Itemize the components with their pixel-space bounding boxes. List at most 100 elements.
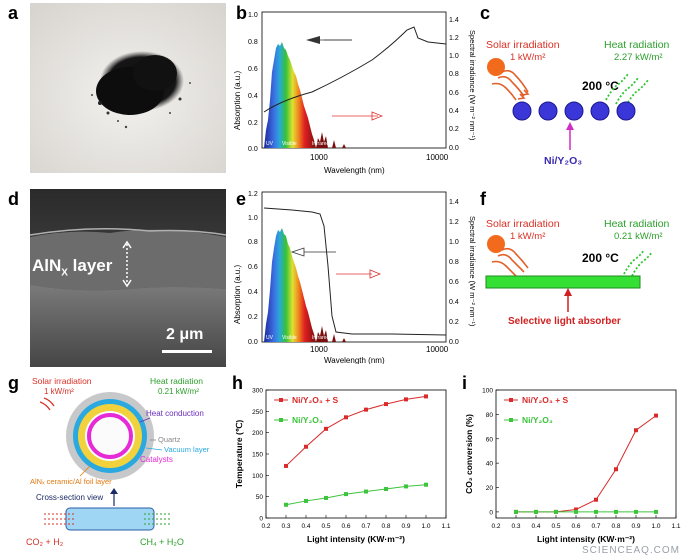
c-catalyst-label: Ni/Y₂O₃ — [544, 155, 582, 167]
legend-label-1: Ni/Y₂O₃ — [292, 415, 323, 425]
y-tick-label: 40 — [486, 461, 494, 468]
c-temperature: 200 °C — [582, 79, 619, 93]
series-line-0 — [285, 395, 427, 467]
watermark: SCIENCEAQ.COM — [581, 545, 680, 556]
data-point-1 — [304, 498, 308, 503]
f-heat-value: 0.21 kW/m² — [614, 231, 663, 242]
x-tick-label: 0.4 — [531, 523, 540, 530]
svg-text:1.2: 1.2 — [248, 191, 258, 198]
legend-marker-1 — [279, 418, 283, 422]
y-tick-label: 0 — [259, 516, 263, 523]
svg-text:0.6: 0.6 — [248, 264, 258, 271]
x-axis-label: Light intensity (KW·m⁻²) — [537, 534, 635, 544]
data-point-1 — [364, 489, 368, 494]
data-point-1 — [554, 509, 558, 514]
x-tick-label: 0.6 — [571, 523, 580, 530]
data-point-0 — [654, 413, 658, 418]
g-solar-label: Solar irradiation — [32, 376, 92, 386]
c-heat-label: Heat radiation — [604, 39, 670, 51]
band-uv-b: UV — [266, 141, 274, 147]
g-aln-layer-label: AlNₓ ceramic/Al foil layer — [30, 477, 112, 486]
x-tick-label: 0.5 — [551, 523, 560, 530]
data-point-1 — [574, 509, 578, 514]
f-solar-label: Solar irradiation — [486, 218, 560, 230]
svg-text:0.2: 0.2 — [449, 319, 459, 326]
data-point-1 — [404, 484, 408, 489]
svg-text:1.2: 1.2 — [449, 219, 459, 226]
g-tube-cross-section — [66, 392, 154, 480]
data-point-0 — [634, 428, 638, 433]
data-point-1 — [384, 486, 388, 491]
panel-b-chart: UV Visible Infrared 1000 10000 Wavelengt… — [233, 11, 477, 175]
c-solar-label: Solar irradiation — [486, 39, 560, 51]
panel-label-g: g — [8, 373, 19, 393]
x-tick-label: 0.3 — [281, 523, 290, 530]
g-vacuum-label: Vacuum layer — [164, 445, 210, 454]
f-absorber-bar — [485, 275, 641, 289]
x-tick-label: 0.7 — [361, 523, 370, 530]
g-inlet-arrows — [44, 513, 76, 525]
panel-label-f: f — [480, 189, 486, 209]
x-tick-label: 1.1 — [441, 523, 450, 530]
svg-text:1.0: 1.0 — [449, 53, 459, 60]
g-tube-side-view — [65, 507, 155, 531]
panel-g-diagram: Solar irradiation 1 kW/m² Heat radiation… — [26, 376, 210, 547]
g-quartz-label: Quartz — [158, 435, 181, 444]
plot-frame — [265, 389, 447, 519]
x-tick-label: 0.3 — [511, 523, 520, 530]
y-axis-label: Temperature (℃) — [234, 420, 244, 489]
x-tick-label: 0.9 — [401, 523, 410, 530]
y-tick-label: 300 — [252, 388, 263, 395]
x-tick-label: 0.4 — [301, 523, 310, 530]
data-point-1 — [284, 502, 288, 507]
g-heat-conduction: Heat conduction — [146, 409, 204, 418]
ylabel-left-b: Absorption (a.u.) — [233, 71, 242, 130]
svg-text:0.6: 0.6 — [449, 279, 459, 286]
svg-text:1.0: 1.0 — [449, 239, 459, 246]
sem-image — [30, 189, 226, 367]
c-heat-value: 2.27 kW/m² — [614, 52, 663, 63]
data-point-0 — [404, 397, 408, 402]
y-tick-label: 60 — [486, 436, 494, 443]
y-tick-label: 0 — [489, 509, 493, 516]
g-outlet-arrows — [144, 513, 172, 525]
f-heat-wave-icons — [623, 249, 653, 277]
data-point-0 — [594, 497, 598, 502]
ylabel-right-b: Spectral irradiance (W m⁻² nm⁻¹) — [468, 30, 477, 141]
d-scale-bar — [162, 350, 212, 353]
svg-text:0.6: 0.6 — [248, 66, 258, 73]
g-cross-section-label: Cross-section view — [36, 493, 103, 502]
data-point-1 — [534, 509, 538, 514]
svg-text:1.4: 1.4 — [449, 17, 459, 24]
svg-text:1.0: 1.0 — [248, 12, 258, 19]
y-tick-label: 200 — [252, 430, 263, 437]
y-tick-label: 50 — [256, 494, 264, 501]
g-outlet-label: CH₄ + H₂O — [140, 537, 184, 547]
panel-d — [30, 189, 226, 367]
c-catalyst-particles — [512, 101, 636, 121]
f-solar-value: 1 kW/m² — [510, 231, 545, 242]
data-point-0 — [614, 467, 618, 472]
x-tick-label: 1.0 — [651, 523, 660, 530]
svg-text:0.4: 0.4 — [248, 289, 258, 296]
legend-label-0: Ni/Y₂O₃ + S — [292, 395, 339, 405]
legend-label-1: Ni/Y₂O₃ — [522, 415, 553, 425]
g-solar-ray-icons — [39, 397, 55, 411]
y-tick-label: 250 — [252, 409, 263, 416]
xlabel-b: Wavelength (nm) — [324, 166, 385, 175]
y-tick-label: 100 — [482, 388, 493, 395]
f-absorber-label: Selective light absorber — [508, 316, 621, 327]
d-scale-label: 2 μm — [166, 326, 204, 343]
x-tick-label: 0.7 — [591, 523, 600, 530]
f-heat-label: Heat radiation — [604, 218, 670, 230]
svg-text:0.0: 0.0 — [248, 339, 258, 346]
solar-spectrum-e — [264, 228, 316, 342]
svg-text:1.2: 1.2 — [449, 35, 459, 42]
ylabel-right-e: Spectral irradiance (W m⁻² nm⁻¹) — [468, 216, 477, 327]
xlabel-e: Wavelength (nm) — [324, 356, 385, 364]
panel-e-chart: UV Visible Infrared 1000 10000 Wavelengt… — [233, 191, 477, 364]
data-point-1 — [324, 495, 328, 500]
f-sun-icon — [487, 235, 505, 253]
y-tick-label: 80 — [486, 412, 494, 419]
panel-a — [30, 3, 226, 173]
